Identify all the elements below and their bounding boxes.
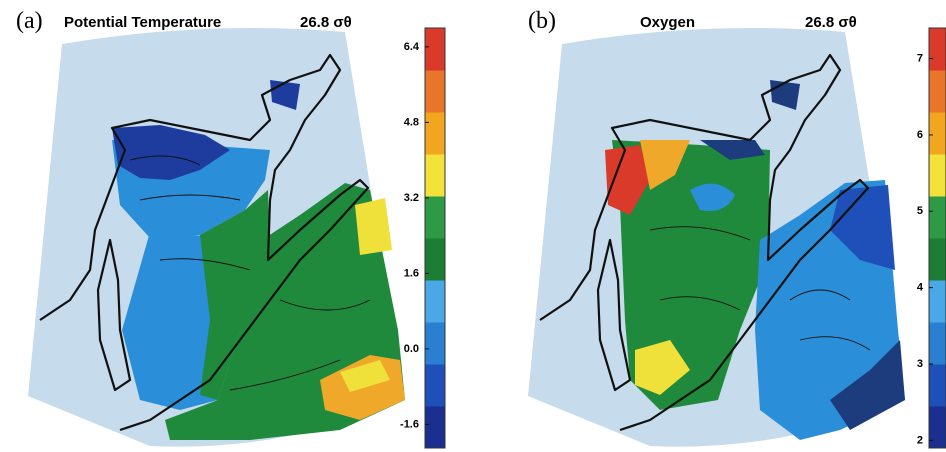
colorbar-tick-label: 3 (917, 358, 923, 370)
colorbar-segment (929, 280, 946, 323)
colorbar-segment (425, 154, 445, 197)
colorbar-segment (929, 28, 946, 71)
colorbar-segment (425, 238, 445, 281)
colorbar-tick-label: 6 (917, 129, 923, 141)
map-a (28, 28, 405, 447)
colorbar-segment (929, 364, 946, 407)
colorbar-tick-label: 3.2 (404, 192, 419, 204)
colorbar-tick-label: 5 (917, 205, 923, 217)
colorbar-segment (929, 70, 946, 113)
figure: (a) Potential Temperature 26.8 σθ (b) Ox… (0, 0, 946, 452)
colorbar-segment (425, 280, 445, 323)
colorbar-tick-label: 0.0 (404, 343, 419, 355)
map-b (528, 28, 905, 447)
colorbar-segment (425, 112, 445, 155)
panel-label: (a) (16, 8, 43, 34)
colorbar-tick-label: 4 (917, 282, 924, 294)
colorbar-segment (425, 28, 445, 71)
panel-title: Potential Temperature (64, 14, 221, 31)
colorbar-segment (929, 322, 946, 365)
colorbar-tick-label: -1.6 (400, 418, 419, 430)
colorbar-segment (929, 238, 946, 281)
colorbar-segment (929, 406, 946, 449)
colorbar-segment (929, 154, 946, 197)
colorbar-segment (425, 406, 445, 449)
colorbar-segment (425, 196, 445, 239)
colorbar-segment (425, 322, 445, 365)
panel-title: Oxygen (640, 14, 695, 31)
colorbar-segment (929, 112, 946, 155)
colorbar-segment (929, 196, 946, 239)
panel-label: (b) (528, 8, 556, 34)
panel-surface: 26.8 σθ (300, 14, 352, 31)
colorbar-tick-label: 1.6 (404, 267, 419, 279)
colorbar-tick-label: 4.8 (404, 116, 419, 128)
colorbar-segment (425, 70, 445, 113)
colorbar-tick-label: 6.4 (404, 41, 420, 53)
colorbar-tick-label: 2 (917, 434, 923, 446)
colorbar-segment (425, 364, 445, 407)
colorbar-tick-label: 7 (917, 52, 923, 64)
panel-surface: 26.8 σθ (805, 14, 857, 31)
